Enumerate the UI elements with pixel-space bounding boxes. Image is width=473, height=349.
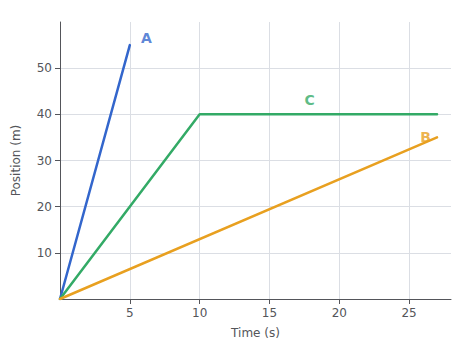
svg-text:5: 5 <box>126 306 134 320</box>
svg-text:20: 20 <box>37 200 52 214</box>
svg-text:20: 20 <box>332 306 347 320</box>
svg-text:10: 10 <box>192 306 207 320</box>
svg-text:30: 30 <box>37 154 52 168</box>
svg-text:C: C <box>304 92 314 108</box>
svg-text:50: 50 <box>37 61 52 75</box>
svg-text:10: 10 <box>37 246 52 260</box>
svg-text:40: 40 <box>37 107 52 121</box>
svg-text:B: B <box>420 129 431 145</box>
svg-text:25: 25 <box>401 306 416 320</box>
svg-text:Time (s): Time (s) <box>230 326 280 340</box>
svg-text:Position (m): Position (m) <box>9 125 23 197</box>
svg-text:A: A <box>141 30 152 46</box>
svg-text:15: 15 <box>262 306 277 320</box>
